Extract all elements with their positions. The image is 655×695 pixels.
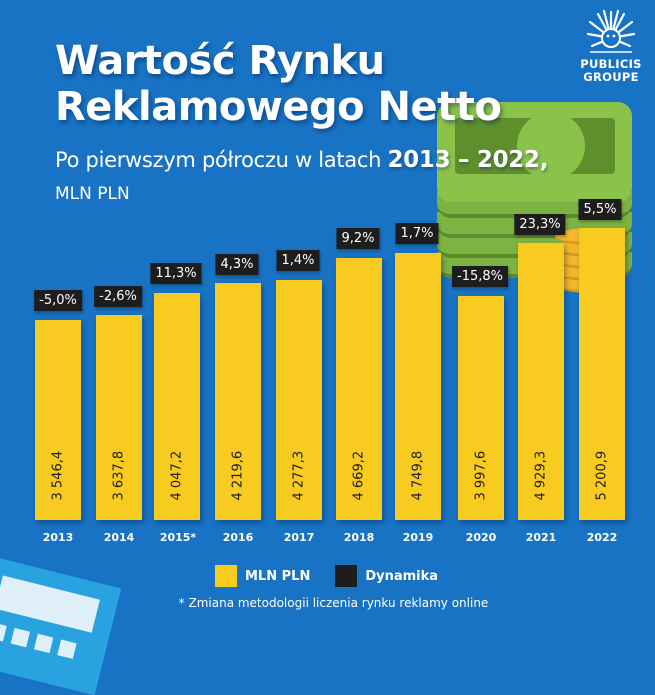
chart-legend: MLN PLN Dynamika	[215, 565, 463, 587]
bar-chart: 3 546,4 3 637,8 4 047,2 4 219,6 4 277,3 …	[34, 199, 625, 544]
dynamics-label-2020: -15,8%	[452, 266, 508, 287]
bar-value: 4 219,6	[230, 450, 246, 501]
lion-head-icon	[586, 9, 636, 53]
x-tick-2013: 2013	[42, 531, 74, 544]
publicis-groupe-logo: PUBLICIS GROUPE	[575, 8, 647, 84]
bar-2015: 4 047,2	[154, 293, 200, 520]
bar-2019: 4 749,8	[395, 253, 441, 520]
bar-value: 4 047,2	[169, 450, 185, 501]
infographic: Wartość Rynku Reklamowego Netto Po pierw…	[0, 8, 647, 695]
dynamics-label-2015: 11,3%	[150, 263, 202, 284]
legend-label-dynamika: Dynamika	[365, 568, 439, 584]
bar-value: 3 637,8	[111, 450, 127, 501]
chart-title: Wartość Rynku Reklamowego Netto	[55, 38, 502, 130]
dynamics-label-2014: -2,6%	[94, 286, 142, 307]
bar-2020: 3 997,6	[458, 296, 504, 520]
legend-label-mln-pln: MLN PLN	[245, 568, 311, 584]
bar-2022: 5 200,9	[579, 228, 625, 520]
x-tick-2016: 2016	[222, 531, 254, 544]
x-tick-2017: 2017	[283, 531, 315, 544]
logo-text-publicis: PUBLICIS	[580, 57, 642, 71]
dynamics-label-2021: 23,3%	[514, 214, 566, 235]
bar-2017: 4 277,3	[276, 280, 322, 520]
x-tick-2021: 2021	[525, 531, 557, 544]
bar-value: 5 200,9	[594, 450, 610, 501]
legend-swatch-dynamika	[335, 565, 358, 587]
bar-value: 4 669,2	[351, 450, 367, 501]
dynamics-label-2019: 1,7%	[395, 223, 439, 244]
subtitle-years: 2013 – 2022,	[387, 147, 549, 173]
bar-value: 4 277,3	[291, 450, 307, 501]
dynamics-label-2016: 4,3%	[215, 254, 259, 275]
bar-2016: 4 219,6	[215, 283, 261, 520]
title-line-1: Wartość Rynku	[55, 38, 385, 84]
logo-text-groupe: GROUPE	[583, 70, 639, 84]
legend-swatch-mln-pln	[215, 565, 237, 587]
bar-2014: 3 637,8	[96, 315, 142, 520]
x-tick-2018: 2018	[343, 531, 375, 544]
chart-subtitle: Po pierwszym półroczu w latach 2013 – 20…	[55, 146, 548, 174]
x-tick-2019: 2019	[402, 531, 434, 544]
bar-value: 4 749,8	[410, 450, 426, 501]
bar-2018: 4 669,2	[336, 258, 382, 520]
x-tick-2022: 2022	[586, 531, 618, 544]
x-tick-2015: 2015*	[159, 531, 197, 544]
dynamics-label-2017: 1,4%	[276, 250, 320, 271]
bar-value: 4 929,3	[533, 450, 549, 501]
footnote: * Zmiana metodologii liczenia rynku rekl…	[178, 596, 489, 610]
x-tick-2020: 2020	[465, 531, 497, 544]
bar-2021: 4 929,3	[518, 243, 564, 520]
dynamics-label-2022: 5,5%	[578, 199, 622, 220]
dynamics-label-2013: -5,0%	[34, 290, 82, 311]
x-tick-2014: 2014	[103, 531, 135, 544]
unit-label: MLN PLN	[55, 184, 130, 204]
bar-value: 3 997,6	[473, 450, 489, 501]
bar-value: 3 546,4	[50, 450, 66, 501]
subtitle-prefix: Po pierwszym półroczu w latach	[55, 148, 388, 172]
dynamics-label-2018: 9,2%	[336, 228, 380, 249]
bar-2013: 3 546,4	[35, 320, 81, 520]
title-line-2: Reklamowego Netto	[55, 84, 502, 130]
